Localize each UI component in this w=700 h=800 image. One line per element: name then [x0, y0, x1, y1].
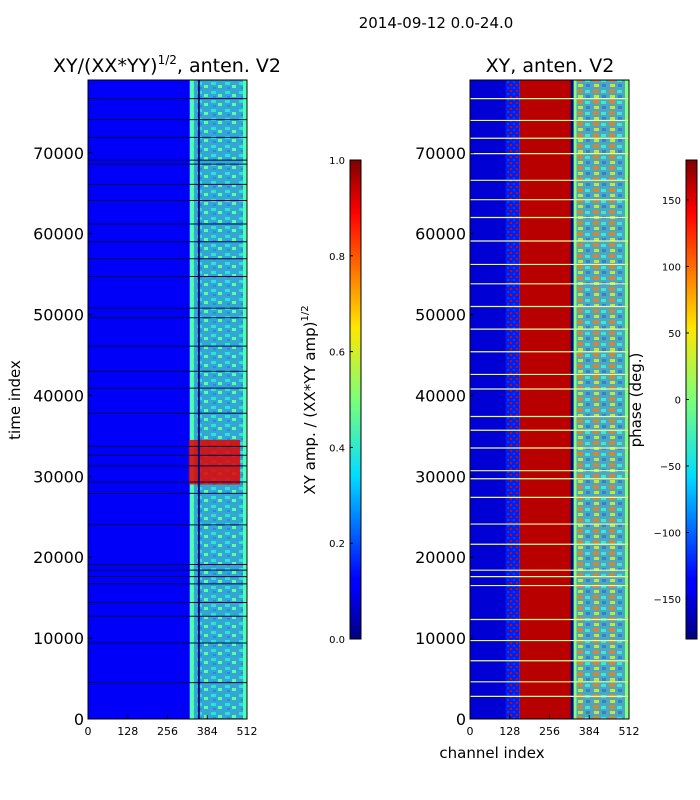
amplitude-colorbar-label: XY amp. / (XX*YY amp)1/2 [300, 305, 319, 494]
colorbar-tick-label: 0 [675, 396, 681, 407]
amplitude-title: XY/(XX*YY)1/2, anten. V2 [53, 53, 281, 77]
amplitude-panel: XY/(XX*YY)1/2, anten. V2 0 128 256 384 512 0 1… [6, 53, 281, 738]
x-tick-label: 0 [85, 725, 92, 738]
colorbar-tick-label: −100 [654, 529, 681, 540]
x-tick-label: 0 [467, 725, 474, 738]
colorbar-tick-label: 150 [662, 196, 681, 207]
colorbar-tick-label: 0.0 [329, 635, 345, 646]
colorbar-tick-label: 0.8 [329, 252, 345, 263]
y-tick-label: 30000 [33, 467, 84, 486]
colorbar-tick-label: 0.4 [329, 443, 345, 454]
y-tick-label: 40000 [415, 386, 466, 405]
amplitude-colorbar-gradient [349, 159, 362, 640]
amplitude-colorbar-label-sup: 1/2 [300, 305, 311, 321]
x-tick-label: 256 [157, 725, 178, 738]
y-tick-label: 60000 [33, 225, 84, 244]
amplitude-ylabel: time index [6, 360, 24, 440]
phase-colorbar-label: phase (deg.) [627, 353, 645, 448]
colorbar-tick-label: −50 [660, 462, 681, 473]
phase-ticks: 0 128 256 384 512 0 10000 20000 30000 40000 50000 6… [415, 144, 639, 738]
heatmap-bright-band [188, 439, 241, 485]
amplitude-colorbar-label-main: XY amp. / (XX*YY amp) [301, 322, 319, 495]
phase-xlabel: channel index [439, 744, 544, 762]
colorbar-tick-label: 1.0 [329, 156, 345, 167]
y-tick-label: 50000 [415, 306, 466, 325]
x-tick-label: 384 [579, 725, 600, 738]
amplitude-colorbar: 0.0 0.2 0.4 0.6 0.8 1.0 XY amp. / (XX*YY amp)… [300, 156, 362, 646]
y-tick-label: 20000 [415, 548, 466, 567]
y-tick-label: 0 [456, 710, 466, 729]
figure-suptitle: 2014-09-12 0.0-24.0 [359, 14, 514, 32]
y-tick-label: 20000 [33, 548, 84, 567]
y-tick-label: 60000 [415, 225, 466, 244]
phase-heatmap [470, 80, 629, 719]
heatmap-band [88, 80, 190, 719]
y-tick-label: 70000 [33, 144, 84, 163]
heatmap-texture [576, 80, 625, 719]
amplitude-title-suffix: , anten. V2 [177, 55, 281, 77]
y-tick-label: 70000 [415, 144, 466, 163]
x-tick-label: 128 [499, 725, 520, 738]
amplitude-title-sup: 1/2 [158, 53, 177, 67]
heatmap-texture [193, 80, 243, 719]
colorbar-tick-label: 100 [662, 262, 681, 273]
amplitude-heatmap [88, 80, 247, 719]
phase-colorbar-ticks: −150 −100 −50 0 50 100 150 [654, 196, 689, 606]
heatmap-noise [505, 80, 520, 719]
heatmap-band [519, 80, 573, 719]
y-tick-label: 50000 [33, 306, 84, 325]
colorbar-tick-label: 0.2 [329, 539, 345, 550]
colorbar-tick-label: 0.6 [329, 348, 345, 359]
phase-colorbar: −150 −100 −50 0 50 100 150 phase (deg.) [627, 159, 698, 640]
colorbar-tick-label: 50 [668, 329, 681, 340]
y-tick-label: 40000 [33, 386, 84, 405]
phase-panel: XY, anten. V2 0 128 256 384 512 0 10000 20000 30… [415, 55, 639, 762]
colorbar-tick-label: −150 [654, 595, 681, 606]
amplitude-ticks: 0 128 256 384 512 0 10000 20000 30000 40000 50000 6… [33, 144, 257, 738]
y-tick-label: 10000 [33, 629, 84, 648]
y-tick-label: 30000 [415, 467, 466, 486]
x-tick-label: 384 [197, 725, 218, 738]
heatmap-boundary [197, 80, 200, 719]
phase-title: XY, anten. V2 [486, 55, 615, 77]
x-tick-label: 512 [237, 725, 258, 738]
amplitude-colorbar-ticks: 0.0 0.2 0.4 0.6 0.8 1.0 [329, 156, 353, 646]
x-tick-label: 128 [117, 725, 138, 738]
amplitude-title-main: XY/(XX*YY) [53, 55, 158, 77]
x-tick-label: 256 [539, 725, 560, 738]
heatmap-boundary [570, 80, 574, 719]
x-tick-label: 512 [619, 725, 640, 738]
y-tick-label: 0 [74, 710, 84, 729]
y-tick-label: 10000 [415, 629, 466, 648]
